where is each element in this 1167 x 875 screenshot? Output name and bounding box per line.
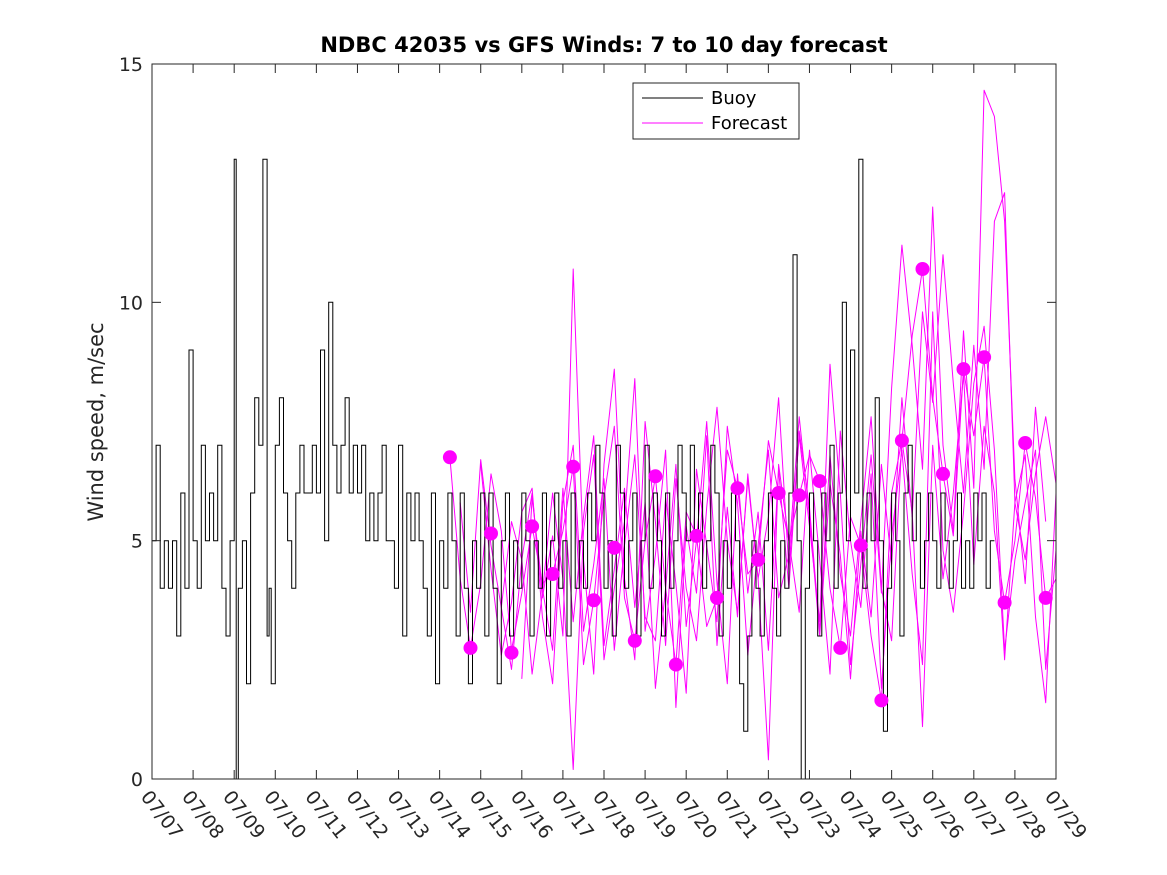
x-tick-label: 07/23 <box>794 787 845 844</box>
forecast-marker <box>504 645 519 660</box>
x-tick-label: 07/09 <box>218 787 269 844</box>
x-tick-label: 07/15 <box>465 787 516 844</box>
y-tick-label: 5 <box>131 531 143 553</box>
x-tick-label: 07/20 <box>670 787 721 844</box>
forecast-marker <box>894 433 909 448</box>
forecast-marker <box>627 633 642 648</box>
x-tick-label: 07/25 <box>876 787 927 844</box>
x-tick-label: 07/10 <box>259 787 310 844</box>
forecast-marker <box>668 657 683 672</box>
forecast-marker <box>689 528 704 543</box>
forecast-marker <box>792 488 807 503</box>
forecast-marker <box>442 450 457 465</box>
plot-area <box>152 64 1056 779</box>
forecast-marker <box>545 567 560 581</box>
forecast-marker <box>463 640 478 655</box>
legend-box <box>632 82 800 140</box>
forecast-marker <box>853 538 868 553</box>
x-tick-label: 07/19 <box>629 787 680 844</box>
forecast-marker <box>710 590 724 605</box>
x-tick-label: 07/16 <box>506 787 557 844</box>
forecast-marker <box>915 262 930 276</box>
x-tick-label: 07/18 <box>588 787 639 844</box>
x-tick-label: 07/29 <box>1040 787 1091 844</box>
forecast-marker <box>812 474 827 489</box>
y-axis: 0 5 10 15 <box>119 54 1056 791</box>
x-tick-label: 07/07 <box>136 787 187 844</box>
forecast-marker <box>977 350 992 365</box>
x-tick-label: 07/11 <box>300 787 351 844</box>
forecast-marker <box>997 595 1012 610</box>
buoy-line <box>152 158 995 780</box>
x-tick-label: 07/13 <box>383 787 434 844</box>
forecast-marker <box>607 540 622 555</box>
forecast-marker <box>586 593 601 608</box>
forecast-marker <box>484 526 498 541</box>
forecast-marker <box>771 486 786 500</box>
x-tick-label: 07/27 <box>958 787 1009 844</box>
forecast-marker <box>1018 436 1033 450</box>
x-tick-label: 07/28 <box>999 787 1050 844</box>
forecast-marker <box>751 552 766 567</box>
x-tick-label: 07/14 <box>424 787 475 844</box>
forecast-marker <box>1038 590 1053 605</box>
legend: Buoy Forecast <box>632 82 800 140</box>
legend-label-buoy: Buoy <box>711 88 757 109</box>
forecast-marker <box>936 466 950 481</box>
forecast-marker <box>566 459 581 474</box>
y-tick-label: 15 <box>119 54 143 76</box>
y-tick-label: 10 <box>119 292 143 314</box>
forecast-marker <box>956 362 971 377</box>
forecast-marker <box>730 481 745 496</box>
x-tick-label: 07/22 <box>752 787 803 844</box>
forecast-marker <box>833 640 848 655</box>
x-tick-label: 07/12 <box>342 787 393 844</box>
x-tick-label: 07/26 <box>917 787 968 844</box>
forecast-run-line-4 <box>500 311 1057 770</box>
forecast-marker <box>874 693 889 708</box>
legend-label-forecast: Forecast <box>711 113 787 134</box>
x-tick-label: 07/24 <box>835 787 886 844</box>
forecast-run-line-3 <box>480 192 1057 694</box>
forecast-markers <box>442 262 1053 708</box>
forecast-marker <box>648 469 663 484</box>
x-tick-label: 07/08 <box>177 787 228 844</box>
chart-title: NDBC 42035 vs GFS Winds: 7 to 10 day for… <box>320 33 887 57</box>
y-axis-label: Wind speed, m/sec <box>84 322 108 521</box>
x-tick-label: 07/17 <box>547 787 598 844</box>
y-tick-label: 0 <box>131 769 143 791</box>
x-tick-label: 07/21 <box>711 787 762 844</box>
buoy-series <box>152 158 995 780</box>
forecast-marker <box>525 519 540 534</box>
